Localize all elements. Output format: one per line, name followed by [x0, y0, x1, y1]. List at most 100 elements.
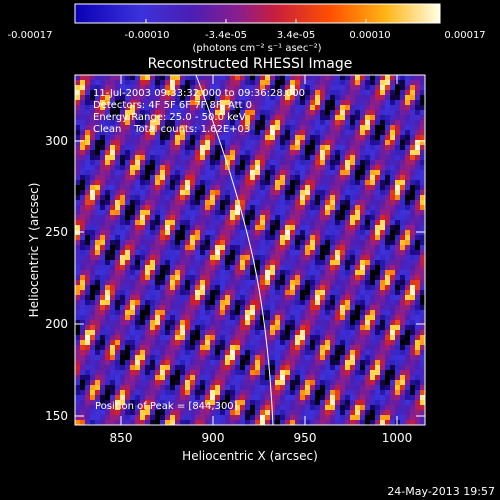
- image-pixel: [165, 165, 171, 171]
- image-pixel: [80, 190, 86, 196]
- image-pixel: [160, 290, 166, 296]
- image-pixel: [360, 215, 366, 221]
- image-pixel: [415, 215, 421, 221]
- image-pixel: [330, 420, 336, 425]
- image-pixel: [105, 235, 111, 241]
- image-pixel: [375, 245, 381, 251]
- image-pixel: [345, 400, 351, 406]
- image-pixel: [215, 245, 221, 251]
- image-pixel: [295, 205, 301, 211]
- image-pixel: [355, 255, 361, 261]
- image-pixel: [140, 135, 146, 141]
- image-pixel: [165, 345, 171, 351]
- image-pixel: [390, 195, 396, 201]
- image-pixel: [170, 195, 176, 201]
- image-pixel: [165, 360, 171, 366]
- image-pixel: [305, 380, 311, 386]
- image-pixel: [270, 280, 276, 286]
- image-pixel: [250, 205, 256, 211]
- image-pixel: [400, 240, 406, 246]
- image-pixel: [105, 355, 111, 361]
- image-pixel: [260, 145, 266, 151]
- image-pixel: [360, 255, 366, 261]
- image-pixel: [395, 110, 401, 116]
- image-pixel: [240, 185, 246, 191]
- image-pixel: [200, 305, 206, 311]
- image-pixel: [345, 315, 351, 321]
- image-pixel: [105, 85, 111, 91]
- image-pixel: [250, 310, 256, 316]
- image-pixel: [220, 130, 226, 136]
- image-pixel: [205, 320, 211, 326]
- image-pixel: [225, 420, 231, 425]
- image-pixel: [155, 265, 161, 271]
- image-pixel: [95, 305, 101, 311]
- image-pixel: [290, 220, 296, 226]
- image-pixel: [280, 135, 286, 141]
- image-pixel: [300, 255, 306, 261]
- image-pixel: [145, 240, 151, 246]
- image-pixel: [285, 100, 291, 106]
- image-pixel: [230, 225, 236, 231]
- image-pixel: [200, 335, 206, 341]
- image-pixel: [395, 350, 401, 356]
- image-pixel: [225, 320, 231, 326]
- image-pixel: [200, 180, 206, 186]
- image-pixel: [400, 80, 406, 86]
- image-pixel: [175, 230, 181, 236]
- image-pixel: [395, 375, 401, 381]
- image-pixel: [165, 370, 171, 376]
- image-pixel: [115, 150, 121, 156]
- image-pixel: [375, 390, 381, 396]
- image-pixel: [240, 225, 246, 231]
- image-pixel: [315, 225, 321, 231]
- image-pixel: [405, 195, 411, 201]
- image-pixel: [85, 85, 91, 91]
- image-pixel: [320, 140, 326, 146]
- image-pixel: [320, 150, 326, 156]
- image-pixel: [395, 220, 401, 226]
- image-pixel: [410, 200, 416, 206]
- image-pixel: [295, 180, 301, 186]
- image-pixel: [145, 275, 151, 281]
- image-pixel: [165, 260, 171, 266]
- image-pixel: [335, 270, 341, 276]
- image-pixel: [200, 340, 206, 346]
- image-pixel: [220, 225, 226, 231]
- image-pixel: [140, 295, 146, 301]
- image-pixel: [180, 260, 186, 266]
- image-pixel: [95, 210, 101, 216]
- image-pixel: [225, 140, 231, 146]
- image-pixel: [380, 385, 386, 391]
- image-pixel: [210, 295, 216, 301]
- image-pixel: [255, 170, 261, 176]
- image-pixel: [295, 270, 301, 276]
- image-pixel: [200, 105, 206, 111]
- image-pixel: [310, 320, 316, 326]
- image-pixel: [400, 100, 406, 106]
- image-pixel: [330, 240, 336, 246]
- image-pixel: [265, 395, 271, 401]
- image-pixel: [100, 390, 106, 396]
- image-pixel: [230, 100, 236, 106]
- image-pixel: [350, 115, 356, 121]
- image-pixel: [105, 190, 111, 196]
- image-pixel: [350, 335, 356, 341]
- image-pixel: [155, 305, 161, 311]
- image-pixel: [350, 90, 356, 96]
- image-pixel: [170, 375, 176, 381]
- image-pixel: [240, 395, 246, 401]
- image-pixel: [240, 375, 246, 381]
- image-pixel: [355, 80, 361, 86]
- image-pixel: [225, 255, 231, 261]
- image-pixel: [135, 110, 141, 116]
- image-pixel: [165, 255, 171, 261]
- image-pixel: [100, 120, 106, 126]
- image-pixel: [255, 125, 261, 131]
- image-pixel: [395, 385, 401, 391]
- image-pixel: [140, 335, 146, 341]
- image-pixel: [175, 170, 181, 176]
- image-pixel: [340, 365, 346, 371]
- image-pixel: [145, 155, 151, 161]
- image-pixel: [255, 345, 261, 351]
